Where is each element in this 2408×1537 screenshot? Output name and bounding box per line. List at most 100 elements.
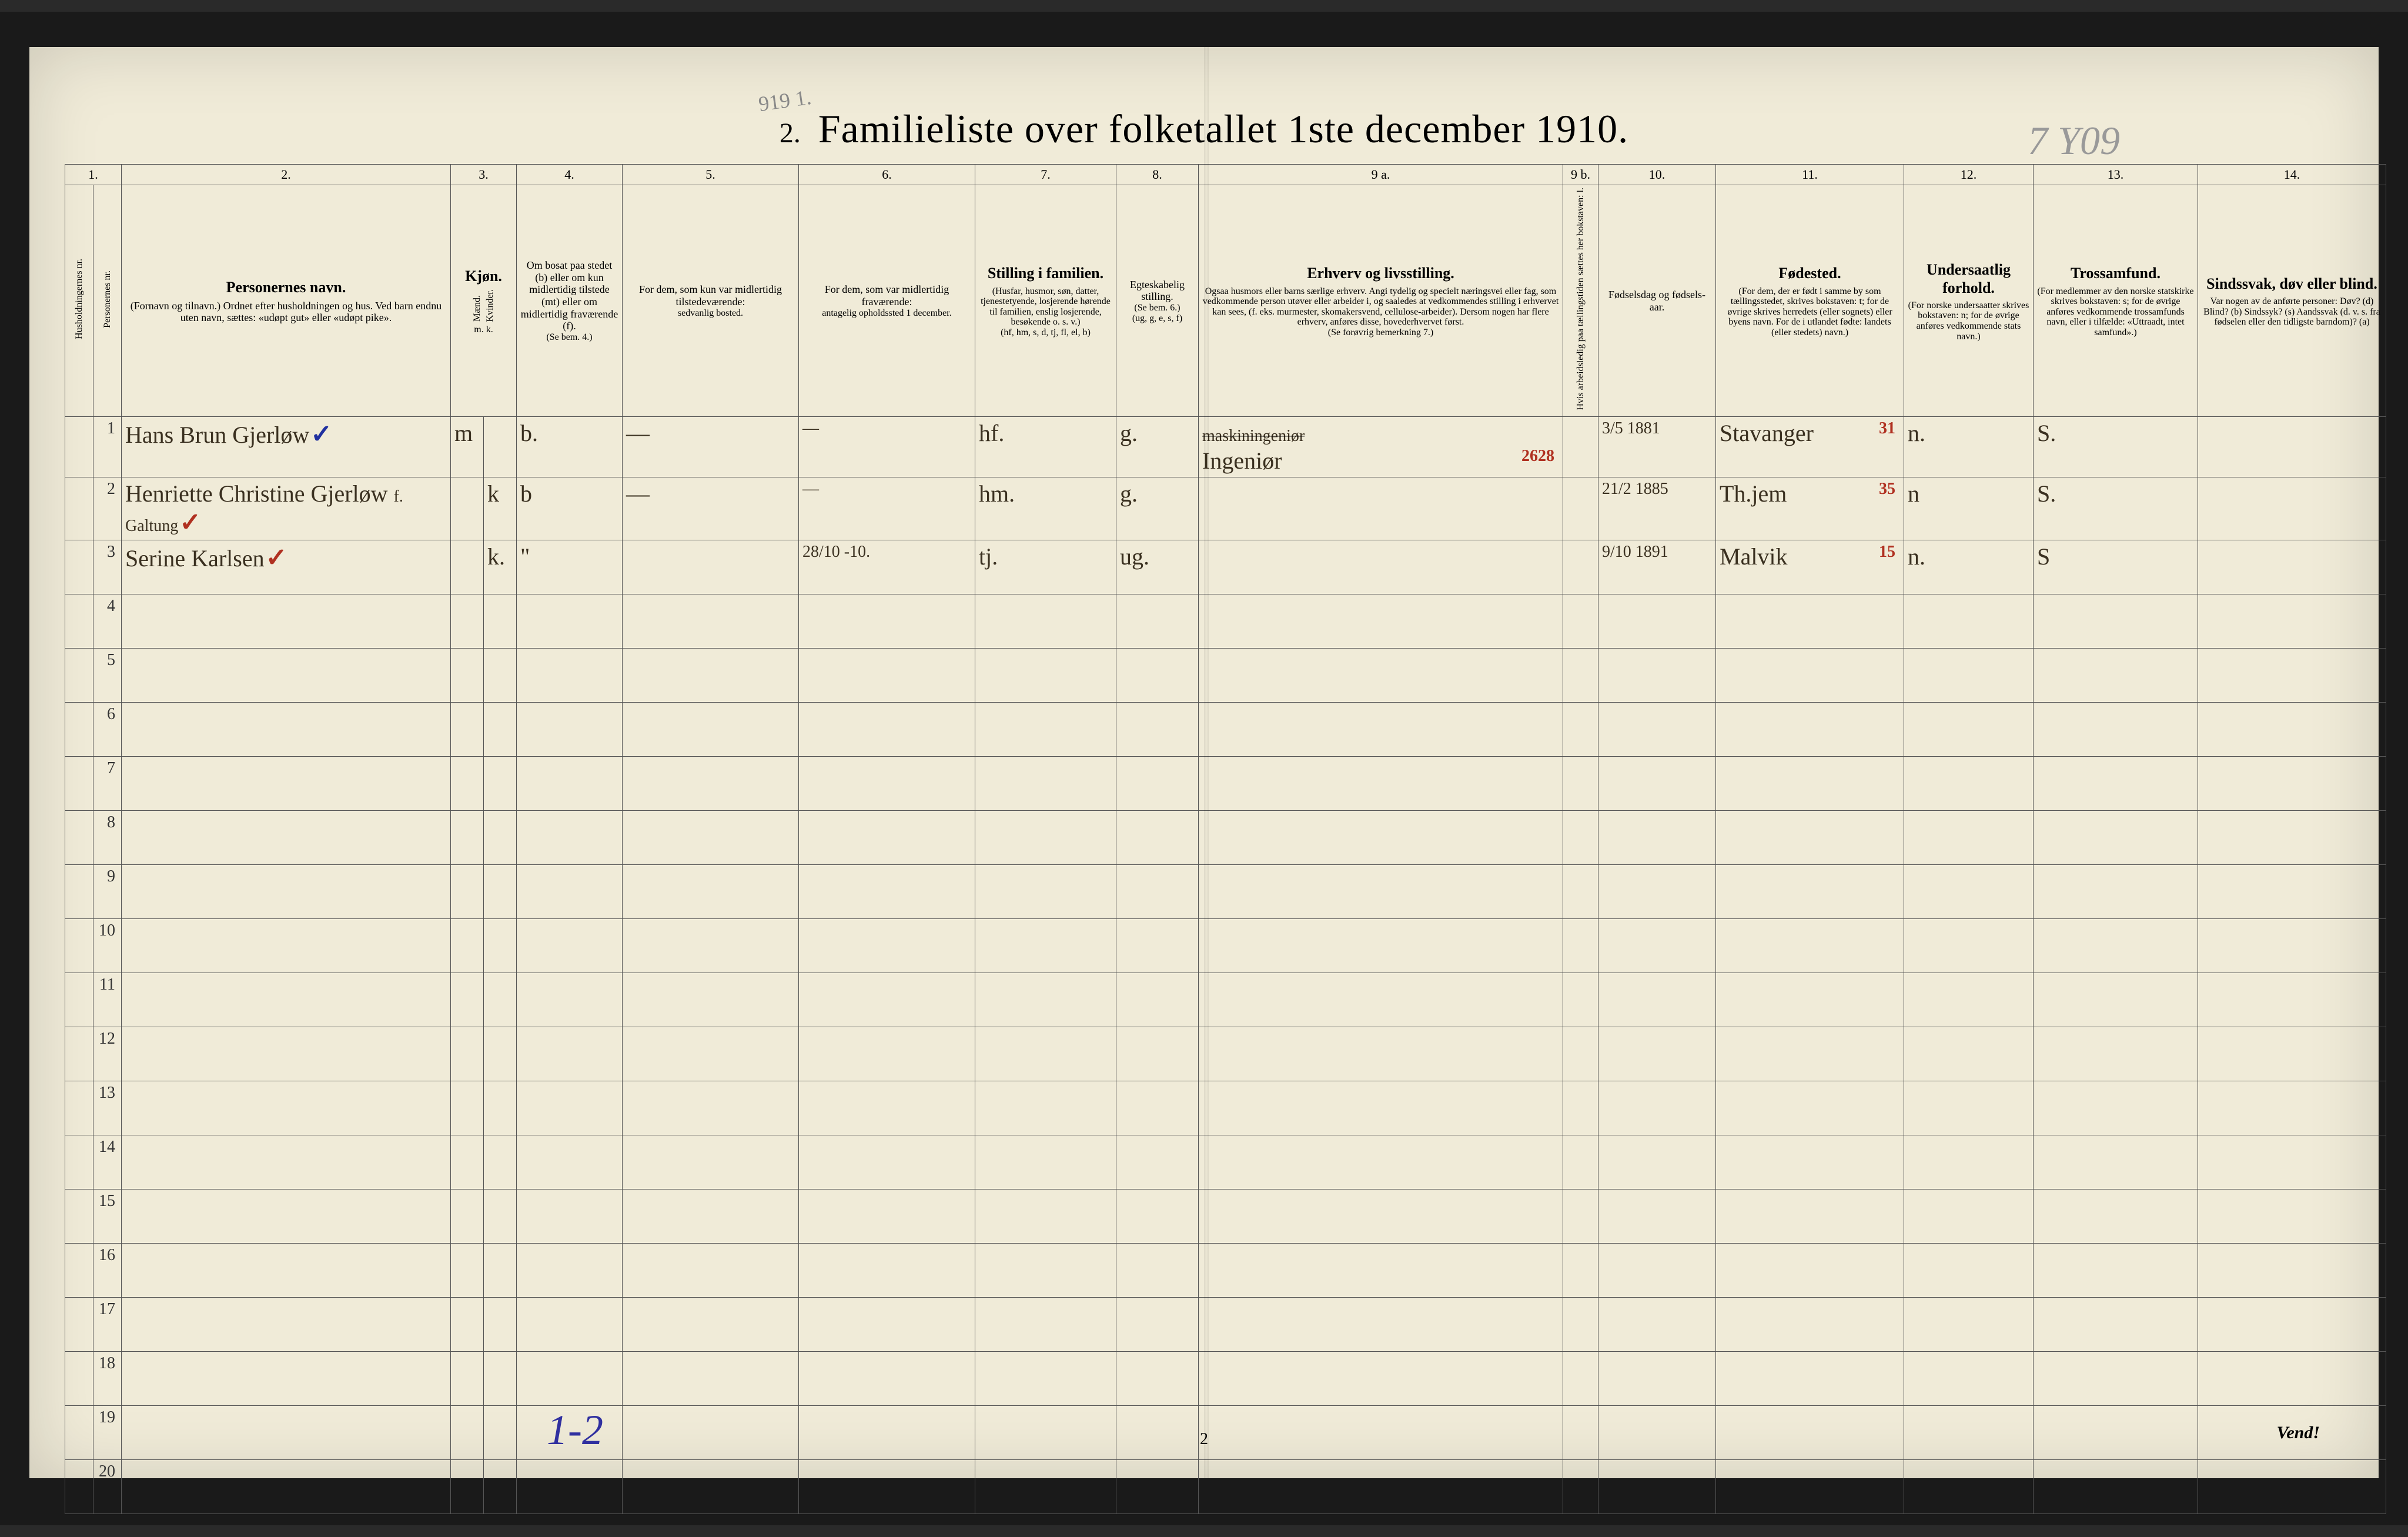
cell-empty (799, 1189, 975, 1244)
cell-marital: g. (1116, 417, 1199, 477)
col4-residence: Om bosat paa stedet (b) eller om kun mid… (517, 185, 623, 417)
cell-empty (2034, 1135, 2198, 1189)
cell-empty (1199, 1189, 1563, 1244)
cell-empty (1716, 1244, 1904, 1298)
cell-empty (1563, 649, 1598, 703)
cell-empty (451, 811, 484, 865)
cell-empty (122, 757, 451, 811)
cell-empty (1199, 649, 1563, 703)
cell-empty (2198, 1460, 2386, 1514)
cell-person-nr: 1 (93, 417, 122, 477)
cell-empty (1716, 1189, 1904, 1244)
cell-empty (451, 865, 484, 919)
cell-person-nr: 16 (93, 1244, 122, 1298)
cell-empty (451, 1189, 484, 1244)
cell-disability (2198, 477, 2386, 540)
cell-person-nr: 20 (93, 1460, 122, 1514)
cell-empty (122, 811, 451, 865)
cell-empty (484, 1352, 517, 1406)
cell-empty (1199, 1081, 1563, 1135)
cell-empty (975, 757, 1116, 811)
table-row: 5 (65, 649, 2386, 703)
cell-empty (517, 919, 623, 973)
cell-empty (1563, 1189, 1598, 1244)
cell-empty (1598, 1244, 1716, 1298)
cell-temp-absent: — (799, 417, 975, 477)
census-table: 1. 2. 3. 4. 5. 6. 7. 8. 9 a. 9 b. 10. 11… (65, 164, 2386, 1514)
cell-empty (975, 973, 1116, 1027)
cell-empty (517, 594, 623, 649)
cell-empty (1199, 919, 1563, 973)
col13-faith: Trossamfund. (For medlemmer av den norsk… (2034, 185, 2198, 417)
cell-empty (623, 1081, 799, 1135)
cell-empty (623, 865, 799, 919)
cell-empty (1904, 757, 2034, 811)
cell-empty (799, 1460, 975, 1514)
cell-empty (451, 1244, 484, 1298)
table-row: 19 (65, 1406, 2386, 1460)
cell-empty (1598, 919, 1716, 973)
colnum-9a: 9 a. (1199, 165, 1563, 185)
cell-empty (623, 919, 799, 973)
cell-person-nr: 6 (93, 703, 122, 757)
cell-empty (517, 649, 623, 703)
table-row: 11 (65, 973, 2386, 1027)
cell-empty (1904, 1298, 2034, 1352)
cell-empty (1598, 1081, 1716, 1135)
cell-unemployed (1563, 417, 1598, 477)
cell-birthdate: 9/10 1891 (1598, 540, 1716, 594)
cell-empty (623, 1406, 799, 1460)
cell-empty (484, 1135, 517, 1189)
cell-empty (122, 1135, 451, 1189)
cell-person-nr: 18 (93, 1352, 122, 1406)
cell-empty (1563, 973, 1598, 1027)
colnum-11: 11. (1716, 165, 1904, 185)
cell-empty (799, 973, 975, 1027)
cell-name: Henriette Christine Gjerløw f. Galtung ✓ (122, 477, 451, 540)
cell-empty (2198, 973, 2386, 1027)
cell-faith: S. (2034, 477, 2198, 540)
cell-empty (1598, 649, 1716, 703)
cell-empty (799, 1352, 975, 1406)
cell-empty (623, 1027, 799, 1081)
cell-empty (975, 1298, 1116, 1352)
cell-household-nr (65, 973, 93, 1027)
cell-empty (122, 919, 451, 973)
cell-empty (1116, 973, 1199, 1027)
cell-empty (2034, 1352, 2198, 1406)
cell-empty (517, 1298, 623, 1352)
cell-empty (1116, 1460, 1199, 1514)
cell-residence: b (517, 477, 623, 540)
cell-empty (1716, 1460, 1904, 1514)
colnum-1: 1. (65, 165, 122, 185)
cell-empty (1904, 1081, 2034, 1135)
cell-empty (122, 1244, 451, 1298)
cell-empty (1199, 811, 1563, 865)
cell-empty (2034, 973, 2198, 1027)
cell-empty (2034, 703, 2198, 757)
cell-empty (1716, 703, 1904, 757)
cell-empty (122, 1189, 451, 1244)
table-row: 6 (65, 703, 2386, 757)
cell-birthplace: Stavanger 31 (1716, 417, 1904, 477)
cell-empty (517, 1460, 623, 1514)
cell-empty (1116, 865, 1199, 919)
cell-person-nr: 5 (93, 649, 122, 703)
cell-empty (122, 1460, 451, 1514)
cell-empty (1116, 1298, 1199, 1352)
col1b-person-nr: Personernes nr. (93, 185, 122, 417)
cell-empty (517, 1081, 623, 1135)
cell-person-nr: 19 (93, 1406, 122, 1460)
cell-empty (799, 865, 975, 919)
cell-empty (975, 703, 1116, 757)
cell-empty (1563, 594, 1598, 649)
cell-empty (623, 973, 799, 1027)
cell-empty (2198, 594, 2386, 649)
cell-empty (2034, 811, 2198, 865)
cell-empty (122, 1352, 451, 1406)
cell-empty (799, 703, 975, 757)
cell-empty (1116, 1352, 1199, 1406)
cell-empty (2034, 865, 2198, 919)
cell-household-nr (65, 1081, 93, 1135)
cell-person-nr: 15 (93, 1189, 122, 1244)
